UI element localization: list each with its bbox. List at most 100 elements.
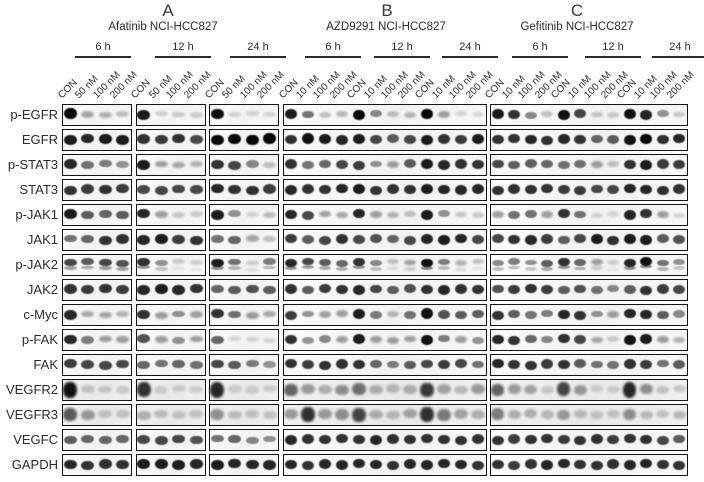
blot-band xyxy=(437,111,451,119)
blot-band xyxy=(524,159,537,168)
blot-band xyxy=(335,359,349,369)
blot-band xyxy=(352,434,366,445)
blot-band xyxy=(245,185,259,195)
blot-band xyxy=(454,185,468,196)
blot-band xyxy=(172,184,186,194)
blot-band xyxy=(403,185,417,195)
blot-band xyxy=(437,134,451,144)
blot-box xyxy=(135,104,206,126)
blot-band xyxy=(116,267,130,271)
protein-label: c-Myc xyxy=(23,307,58,322)
blot-band xyxy=(386,360,400,369)
blot-band xyxy=(420,334,434,345)
blot-band xyxy=(154,233,168,244)
blot-band xyxy=(352,383,366,395)
blot-band xyxy=(471,266,485,271)
blot-band xyxy=(540,386,554,395)
blot-band xyxy=(640,208,653,219)
blot-band xyxy=(172,336,186,344)
blot-band xyxy=(386,259,400,265)
blot-band xyxy=(606,385,620,394)
blot-band xyxy=(623,108,636,120)
blot-band xyxy=(98,209,112,218)
blot-band xyxy=(228,235,242,244)
blot-band xyxy=(369,359,383,368)
blot-band xyxy=(63,407,78,421)
blot-band xyxy=(557,286,570,295)
blot-band xyxy=(352,285,366,296)
blot-band xyxy=(98,409,113,418)
blot-band xyxy=(115,410,130,419)
blot-band xyxy=(352,235,366,245)
blot-band xyxy=(81,235,95,244)
blot-band xyxy=(403,284,417,293)
blot-band xyxy=(574,459,587,470)
blot-band xyxy=(210,258,224,268)
blot-box xyxy=(283,354,487,376)
blot-box xyxy=(209,429,279,451)
blot-band xyxy=(640,458,653,469)
blot-band xyxy=(227,385,242,393)
blot-band xyxy=(228,286,242,295)
blot-band xyxy=(352,208,366,219)
blot-band xyxy=(454,459,468,470)
blot-band xyxy=(420,159,434,170)
blot-band xyxy=(508,309,521,319)
blot-band xyxy=(541,160,554,169)
blot-band xyxy=(172,266,186,271)
blot-box xyxy=(283,229,487,251)
blot-band xyxy=(420,284,434,295)
blot-band xyxy=(656,259,669,267)
blot-band xyxy=(672,384,686,393)
blot-band xyxy=(557,309,570,320)
blot-band xyxy=(210,359,224,369)
blot-band xyxy=(245,260,259,266)
blot-box xyxy=(283,254,487,276)
blot-box xyxy=(135,329,206,351)
blot-band xyxy=(386,266,400,271)
protein-label: FAK xyxy=(33,357,58,372)
blot-band xyxy=(672,410,686,420)
blot-band xyxy=(557,109,570,120)
protein-label: p-EGFR xyxy=(10,107,58,122)
blot-band xyxy=(154,409,169,419)
blot-band xyxy=(154,359,168,368)
blot-band xyxy=(420,406,434,422)
blot-band xyxy=(154,386,169,394)
blot-band xyxy=(318,408,332,419)
blot-band xyxy=(98,311,112,318)
blot-box xyxy=(209,354,279,376)
blot-band xyxy=(574,210,587,219)
blot-band xyxy=(137,309,151,320)
blot-band xyxy=(656,267,669,271)
blot-box xyxy=(209,454,279,476)
blot-band xyxy=(386,134,400,143)
blot-band xyxy=(623,433,636,444)
timepoint-underline xyxy=(230,56,286,58)
blot-band xyxy=(116,310,130,317)
blot-box xyxy=(62,229,132,251)
blot-band xyxy=(263,460,277,471)
blot-band xyxy=(81,111,95,118)
blot-band xyxy=(335,384,349,396)
blot-band xyxy=(284,459,298,470)
blot-band xyxy=(541,259,554,267)
blot-band xyxy=(245,386,260,394)
blot-band xyxy=(403,384,417,394)
blot-band xyxy=(228,184,242,195)
blot-band xyxy=(524,259,537,266)
blot-band xyxy=(471,111,485,117)
blot-band xyxy=(335,310,349,317)
blot-band xyxy=(420,108,434,120)
blot-band xyxy=(228,310,242,319)
blot-band xyxy=(369,267,383,271)
blot-band xyxy=(301,336,315,344)
blot-band xyxy=(369,459,383,470)
blot-band xyxy=(656,385,670,394)
blot-band xyxy=(673,111,686,118)
blot-band xyxy=(541,135,554,145)
blot-band xyxy=(284,383,298,397)
blot-band xyxy=(352,265,366,269)
blot-band xyxy=(607,112,620,118)
blot-band xyxy=(640,434,653,445)
